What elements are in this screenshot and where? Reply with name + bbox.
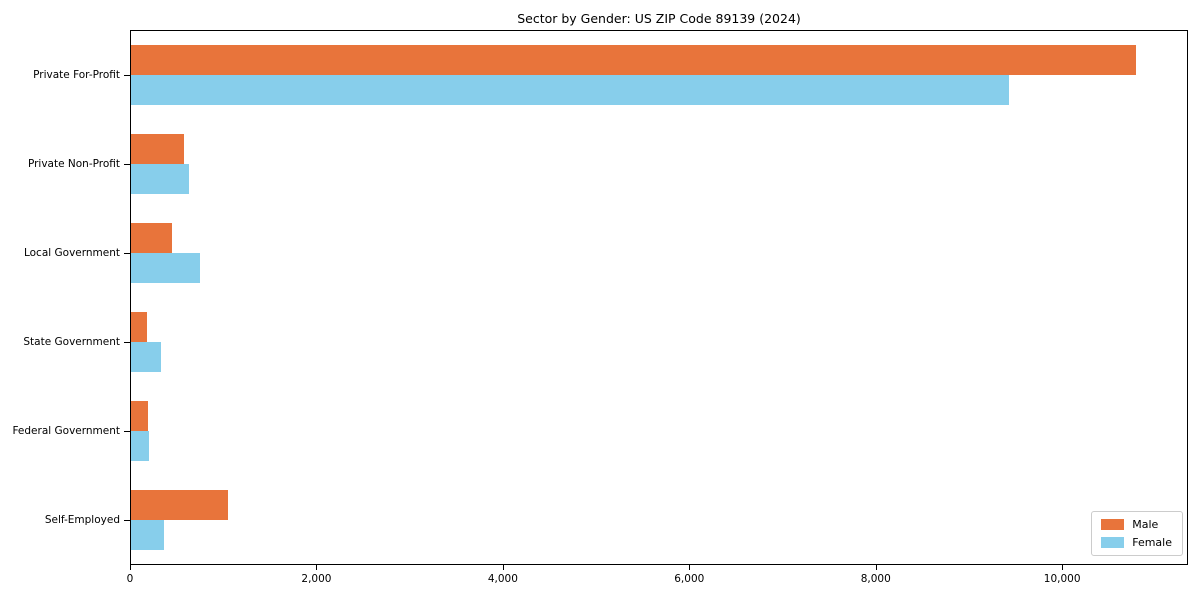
bar-local-government-female	[131, 253, 200, 284]
category-row-local-government	[131, 209, 1187, 298]
x-tick-mark-6-000	[689, 565, 691, 570]
x-tick-mark-4-000	[502, 565, 504, 570]
bar-group-local-government	[131, 223, 1187, 284]
y-tick-label-private-non-profit: Private Non-Profit	[27, 157, 120, 170]
bar-federal-government-male	[131, 400, 149, 431]
bar-group-self-employed	[131, 489, 1187, 550]
bar-group-private-for-profit	[131, 45, 1187, 106]
bar-state-government-male	[131, 311, 147, 342]
legend-label-male: Male	[1132, 518, 1159, 531]
bar-private-for-profit-female	[131, 75, 1010, 106]
y-tick-mark-private-non-profit	[124, 163, 130, 165]
x-tick-mark-0	[130, 565, 131, 570]
bar-self-employed-female	[131, 519, 165, 550]
plot-area: Male Female	[130, 30, 1188, 565]
legend-swatch-male	[1101, 519, 1125, 530]
category-row-private-non-profit	[131, 120, 1187, 209]
x-tick-mark-2-000	[316, 565, 318, 570]
bar-group-federal-government	[131, 400, 1187, 461]
legend-item-male: Male	[1101, 519, 1172, 530]
bar-group-private-non-profit	[131, 134, 1187, 195]
x-tick-mark-8-000	[875, 565, 877, 570]
bar-private-for-profit-male	[131, 45, 1136, 76]
category-row-federal-government	[131, 386, 1187, 475]
y-tick-label-state-government: State Government	[23, 336, 120, 349]
chart-title: Sector by Gender: US ZIP Code 89139 (202…	[517, 11, 801, 26]
bar-group-state-government	[131, 311, 1187, 372]
bar-local-government-male	[131, 223, 172, 254]
legend-item-female: Female	[1101, 537, 1172, 548]
bar-private-non-profit-male	[131, 134, 185, 165]
category-row-self-employed	[131, 475, 1187, 564]
legend-label-female: Female	[1132, 536, 1172, 549]
y-tick-mark-private-for-profit	[124, 74, 130, 76]
bar-self-employed-male	[131, 489, 228, 520]
legend-swatch-female	[1101, 537, 1125, 548]
y-tick-mark-self-employed	[124, 520, 130, 522]
x-tick-label-2-000: 2,000	[301, 573, 332, 585]
y-tick-label-local-government: Local Government	[23, 246, 120, 259]
bar-state-government-female	[131, 341, 161, 372]
bar-rows	[131, 31, 1187, 564]
x-tick-label-10-000: 10,000	[1043, 573, 1081, 585]
y-tick-mark-state-government	[124, 342, 130, 344]
category-row-private-for-profit	[131, 31, 1187, 120]
legend: Male Female	[1091, 511, 1183, 556]
bar-federal-government-female	[131, 430, 150, 461]
bar-private-non-profit-female	[131, 164, 189, 195]
x-tick-label-0: 0	[126, 573, 134, 585]
y-tick-label-self-employed: Self-Employed	[44, 514, 120, 527]
category-row-state-government	[131, 297, 1187, 386]
y-tick-label-private-for-profit: Private For-Profit	[33, 68, 120, 81]
x-tick-label-6-000: 6,000	[674, 573, 705, 585]
x-tick-mark-10-000	[1062, 565, 1064, 570]
x-tick-label-4-000: 4,000	[487, 573, 518, 585]
y-tick-mark-local-government	[124, 252, 130, 254]
y-tick-label-federal-government: Federal Government	[12, 425, 120, 438]
x-tick-label-8-000: 8,000	[860, 573, 891, 585]
y-tick-mark-federal-government	[124, 431, 130, 433]
